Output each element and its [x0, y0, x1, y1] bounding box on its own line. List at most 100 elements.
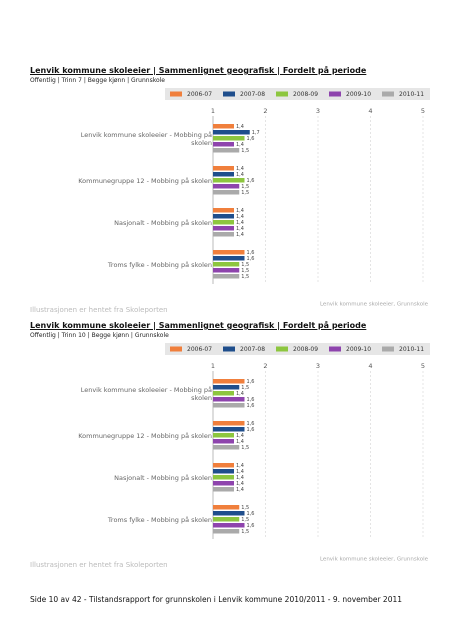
legend-label: 2008-09 — [293, 346, 318, 353]
value-label: 1,6 — [247, 427, 255, 433]
legend-swatch — [329, 346, 341, 352]
x-tick-label: 5 — [421, 107, 425, 115]
chart-source: Lenvik kommune skoleeier, Grunnskole — [320, 302, 429, 308]
chart-block: Lenvik kommune skoleeier | Sammenlignet … — [0, 321, 453, 576]
value-label: 1,6 — [247, 379, 255, 385]
value-label: 1,4 — [236, 439, 244, 445]
bar — [213, 214, 234, 219]
bar — [213, 166, 234, 171]
legend-label: 2009-10 — [346, 91, 371, 98]
bar — [213, 523, 245, 528]
value-label: 1,4 — [236, 433, 244, 439]
category-label: Lenvik kommune skoleeier - Mobbing på sk… — [80, 130, 212, 147]
bar — [213, 391, 234, 396]
x-tick-label: 5 — [421, 362, 425, 370]
legend-label: 2006-07 — [187, 91, 212, 98]
legend-swatch — [276, 91, 288, 97]
value-label: 1,7 — [252, 130, 260, 136]
bar — [213, 385, 240, 390]
chart-note: Illustrasjonen er hentet fra Skoleporten — [30, 561, 168, 569]
value-label: 1,4 — [236, 487, 244, 493]
chart-source: Lenvik kommune skoleeier, Grunnskole — [320, 557, 429, 563]
chart: 2006-07 2007-08 2008-09 2009-10 2010-11 1 2 3 4 5… — [165, 343, 430, 563]
bar — [213, 475, 234, 480]
value-label: 1,6 — [247, 178, 255, 184]
bar — [213, 142, 234, 147]
value-label: 1,4 — [236, 475, 244, 481]
bar — [213, 421, 245, 426]
value-label: 1,6 — [247, 511, 255, 517]
category-label: Nasjonalt - Mobbing på skolen — [114, 473, 212, 482]
x-tick-label: 3 — [316, 362, 320, 370]
value-label: 1,5 — [241, 505, 249, 511]
value-label: 1,5 — [241, 184, 249, 190]
value-label: 1,5 — [241, 190, 249, 196]
value-label: 1,6 — [247, 403, 255, 409]
bar — [213, 439, 234, 444]
value-label: 1,5 — [241, 262, 249, 268]
value-label: 1,6 — [247, 421, 255, 427]
legend-swatch — [170, 346, 182, 352]
bar — [213, 433, 234, 438]
value-label: 1,5 — [241, 529, 249, 535]
category-label: Kommunegruppe 12 - Mobbing på skolen — [78, 431, 212, 440]
value-label: 1,4 — [236, 166, 244, 172]
legend-label: 2006-07 — [187, 346, 212, 353]
bar — [213, 517, 240, 522]
legend-swatch — [382, 346, 394, 352]
value-label: 1,4 — [236, 172, 244, 178]
bar — [213, 136, 245, 141]
bar — [213, 148, 240, 153]
legend-label: 2010-11 — [399, 346, 424, 353]
x-tick-label: 1 — [211, 362, 215, 370]
legend-background — [165, 88, 430, 100]
bar — [213, 445, 240, 450]
value-label: 1,4 — [236, 391, 244, 397]
value-label: 1,4 — [236, 142, 244, 148]
bar — [213, 511, 245, 516]
legend-swatch — [170, 91, 182, 97]
bar — [213, 481, 234, 486]
value-label: 1,5 — [241, 268, 249, 274]
bar — [213, 505, 240, 510]
value-label: 1,4 — [236, 220, 244, 226]
category-label: Kommunegruppe 12 - Mobbing på skolen — [78, 176, 212, 185]
bar — [213, 403, 245, 408]
value-label: 1,5 — [241, 148, 249, 154]
bar — [213, 397, 245, 402]
legend-background — [165, 343, 430, 355]
legend-swatch — [276, 346, 288, 352]
chart-subtitle: Offentlig | Trinn 7 | Begge kjønn | Grun… — [30, 77, 165, 84]
bar — [213, 220, 234, 225]
value-label: 1,6 — [247, 256, 255, 262]
bar — [213, 190, 240, 195]
value-label: 1,4 — [236, 481, 244, 487]
chart-title: Lenvik kommune skoleeier | Sammenlignet … — [30, 321, 367, 330]
bar — [213, 262, 240, 267]
bar — [213, 184, 240, 189]
bar — [213, 124, 234, 129]
x-tick-label: 4 — [368, 362, 372, 370]
legend-swatch — [329, 91, 341, 97]
category-label: Troms fylke - Mobbing på skolen — [107, 515, 212, 524]
bar — [213, 226, 234, 231]
category-label: Troms fylke - Mobbing på skolen — [107, 260, 212, 269]
bar — [213, 274, 240, 279]
value-label: 1,6 — [247, 397, 255, 403]
value-label: 1,4 — [236, 208, 244, 214]
value-label: 1,4 — [236, 124, 244, 130]
value-label: 1,4 — [236, 469, 244, 475]
bar — [213, 529, 240, 534]
chart: 2006-07 2007-08 2008-09 2009-10 2010-11 1 2 3 4 5… — [165, 88, 430, 308]
value-label: 1,6 — [247, 136, 255, 142]
bar — [213, 427, 245, 432]
x-tick-label: 2 — [263, 362, 267, 370]
value-label: 1,5 — [241, 517, 249, 523]
legend-label: 2010-11 — [399, 91, 424, 98]
chart-block: Lenvik kommune skoleeier | Sammenlignet … — [0, 66, 453, 321]
bar — [213, 256, 245, 261]
legend-swatch — [223, 91, 235, 97]
legend-label: 2009-10 — [346, 346, 371, 353]
value-label: 1,5 — [241, 274, 249, 280]
